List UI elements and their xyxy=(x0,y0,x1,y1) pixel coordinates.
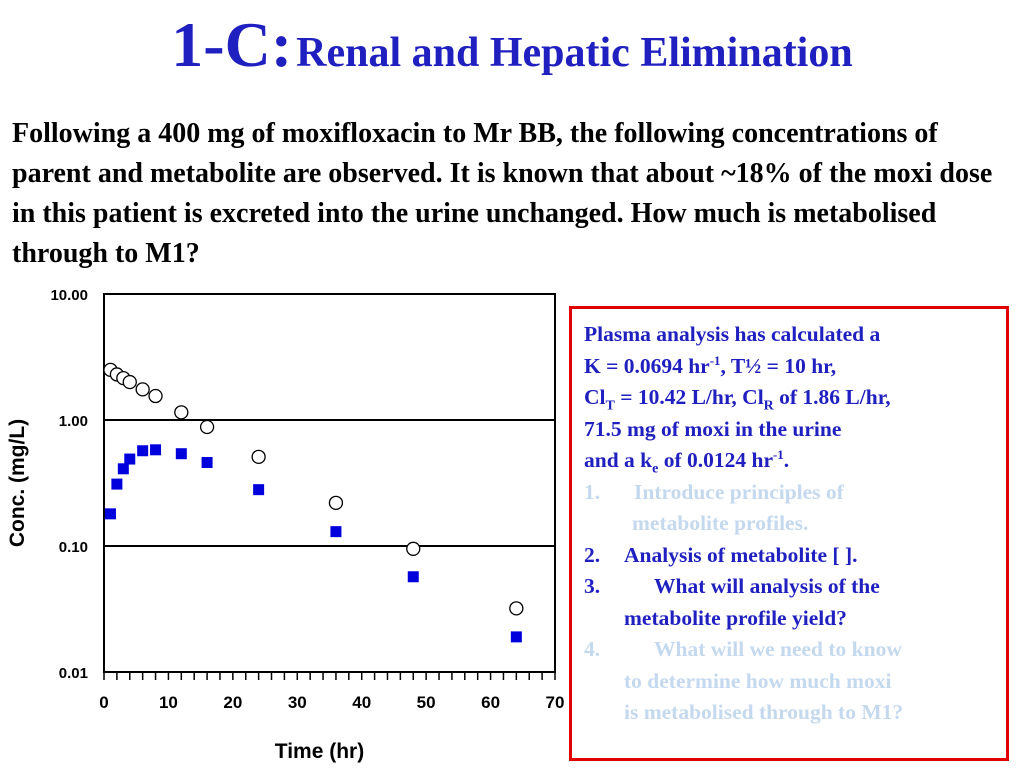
parent-point xyxy=(135,382,150,397)
x-tick-label: 20 xyxy=(223,693,242,712)
list-item-3: 3. What will analysis of the xyxy=(584,574,880,598)
plot-frame xyxy=(103,293,556,673)
metabolite-point xyxy=(104,508,116,520)
box-line-5: and a ke of 0.0124 hr-1. xyxy=(584,447,790,477)
info-box: Plasma analysis has calculated a K = 0.0… xyxy=(569,306,1009,761)
list-item-2: 2. Analysis of metabolite [ ]. xyxy=(584,542,858,567)
title-prefix: 1-C: xyxy=(171,9,293,80)
x-axis-title: Time (hr) xyxy=(275,740,364,763)
y-tick-label: 0.01 xyxy=(59,665,88,682)
parent-point xyxy=(509,601,524,616)
slide-title: 1-C: Renal and Hepatic Elimination xyxy=(0,8,1024,82)
parent-point xyxy=(174,405,189,420)
metabolite-point xyxy=(510,631,522,643)
x-tick-label: 10 xyxy=(159,693,178,712)
list-item-4-cont2: is metabolised through to M1? xyxy=(624,700,904,724)
concentration-chart: 10.00 1.00 0.10 0.01 0 10 20 30 40 50 60 70 Time (hr… xyxy=(6,287,565,763)
x-tick-label: 0 xyxy=(99,693,108,712)
metabolite-point xyxy=(124,453,136,465)
y-tick-label: 10.00 xyxy=(50,287,88,304)
list-item-1: 1. Introduce principles of xyxy=(584,479,844,504)
title-text: Renal and Hepatic Elimination xyxy=(296,30,853,76)
parent-point xyxy=(199,419,215,435)
x-tick-label: 60 xyxy=(481,693,500,712)
box-line-2: K = 0.0694 hr-1, T½ = 10 hr, xyxy=(584,353,837,378)
metabolite-point xyxy=(175,448,187,460)
metabolite-point xyxy=(201,456,213,468)
x-tick-label: 40 xyxy=(352,693,371,712)
metabolite-point xyxy=(253,484,265,496)
parent-point xyxy=(406,541,421,556)
metabolite-point xyxy=(150,444,162,456)
intro-paragraph: Following a 400 mg of moxifloxacin to Mr… xyxy=(12,118,993,269)
parent-point xyxy=(148,388,163,404)
y-tick-label: 0.10 xyxy=(59,539,88,556)
y-axis-title: Conc. (mg/L) xyxy=(6,419,29,547)
x-tick-label: 70 xyxy=(546,693,565,712)
box-line-3: ClT = 10.42 L/hr, ClR of 1.86 L/hr, xyxy=(584,385,891,414)
metabolite-point xyxy=(407,571,419,583)
metabolite-point xyxy=(111,478,123,490)
metabolite-point xyxy=(330,526,342,538)
list-item-4: 4. What will we need to know xyxy=(584,637,902,661)
parent-point xyxy=(251,449,266,464)
list-item-4-cont: to determine how much moxi xyxy=(624,668,892,693)
x-tick-label: 50 xyxy=(417,693,436,712)
x-tick-label: 30 xyxy=(288,693,307,712)
list-item-3-cont: metabolite profile yield? xyxy=(624,605,847,630)
list-item-1-cont: metabolite profiles. xyxy=(632,511,809,535)
y-tick-label: 1.00 xyxy=(59,413,88,430)
metabolite-point xyxy=(117,463,129,475)
metabolite-point xyxy=(137,445,149,457)
parent-point xyxy=(122,374,137,390)
box-line-4: 71.5 mg of moxi in the urine xyxy=(584,416,842,441)
parent-point xyxy=(328,495,344,511)
box-line-1: Plasma analysis has calculated a xyxy=(584,322,881,346)
